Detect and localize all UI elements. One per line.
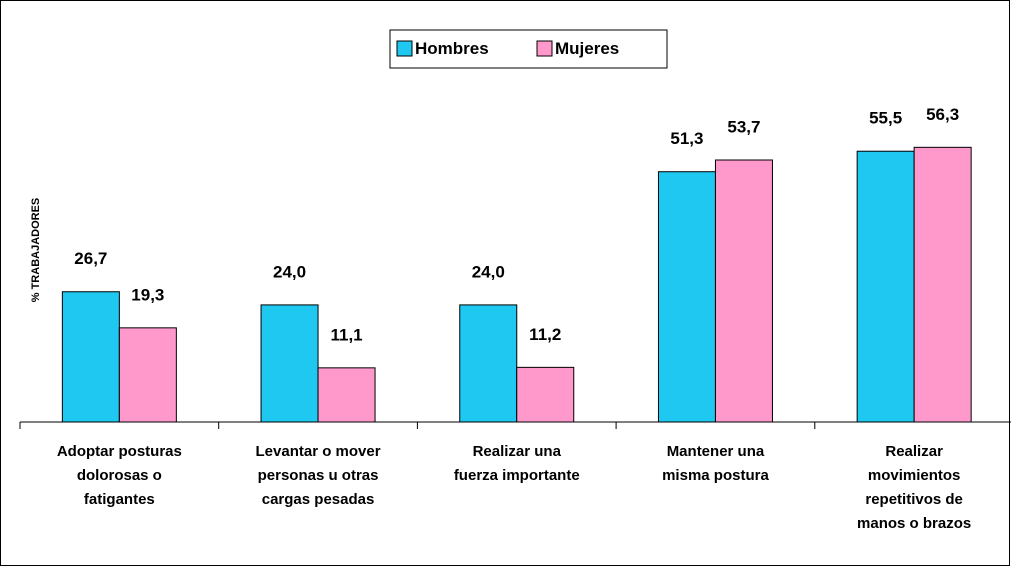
bar xyxy=(714,159,773,423)
x-tick-label: Levantar o mover personas u otras cargas p… xyxy=(256,443,381,508)
legend-swatch xyxy=(536,40,553,57)
y-axis-label: % TRABAJADORES xyxy=(30,198,42,303)
x-tick-label-line: Realizar xyxy=(885,443,943,460)
bar xyxy=(856,150,915,423)
x-tick-label: Mantener una misma postura xyxy=(662,443,769,484)
x-tick-label-line: dolorosas o xyxy=(77,467,162,484)
value-label: 51,3 xyxy=(670,129,703,148)
value-label: 26,7 xyxy=(74,249,107,268)
legend-box xyxy=(389,29,668,69)
bar xyxy=(118,327,177,423)
value-label: 24,0 xyxy=(472,262,505,281)
x-tick-label-line: fuerza importante xyxy=(454,467,580,484)
value-label: 11,2 xyxy=(529,325,561,344)
bar xyxy=(913,146,972,423)
x-tick-label-line: misma postura xyxy=(662,467,769,484)
x-tick-label-line: Adoptar posturas xyxy=(57,443,182,460)
x-tick-label: Realizar movimientos repetitivos de manos o… xyxy=(857,443,971,532)
legend-label: Hombres xyxy=(415,39,489,58)
bar xyxy=(61,291,120,423)
x-tick-label-line: Realizar una xyxy=(473,443,562,460)
x-tick-label-line: personas u otras xyxy=(258,467,379,484)
bar xyxy=(516,366,575,423)
x-tick-label: Adoptar posturas dolorosas o fatigantes xyxy=(57,443,182,508)
x-tick-label-line: cargas pesadas xyxy=(262,491,375,508)
value-label: 55,5 xyxy=(869,109,902,128)
x-tick-label-line: repetitivos de xyxy=(865,491,963,508)
value-label: 11,1 xyxy=(330,325,362,344)
legend-swatch xyxy=(396,40,413,57)
x-tick-label-line: Mantener una xyxy=(667,443,765,460)
value-label: 56,3 xyxy=(926,105,959,124)
bar xyxy=(260,304,319,423)
bar xyxy=(657,171,716,423)
x-tick-label-line: Levantar o mover xyxy=(256,443,381,460)
value-label: 24,0 xyxy=(273,262,306,281)
value-label: 19,3 xyxy=(131,285,164,304)
x-tick-label-line: fatigantes xyxy=(84,491,155,508)
x-tick-label-line: movimientos xyxy=(868,467,961,484)
bar xyxy=(459,304,518,423)
legend-label: Mujeres xyxy=(555,39,619,58)
x-tick-label: Realizar una fuerza importante xyxy=(454,443,580,484)
value-label: 53,7 xyxy=(727,117,760,136)
x-tick-label-line: manos o brazos xyxy=(857,515,971,532)
bar xyxy=(317,367,376,423)
